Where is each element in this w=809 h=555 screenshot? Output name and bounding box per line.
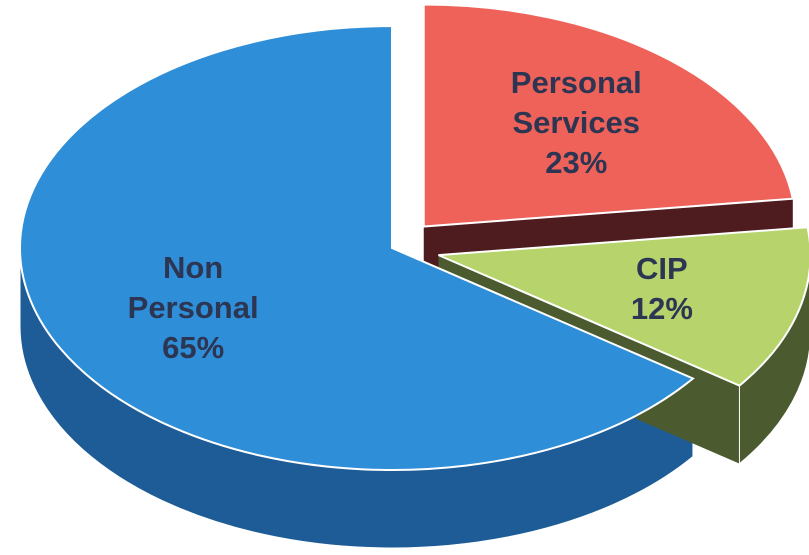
category-label: Personal Services (510, 65, 642, 141)
slice-label: Personal Services 23% (491, 53, 661, 193)
label-box: CIP 12% (577, 219, 747, 359)
value-label: 23% (545, 145, 608, 181)
slice (422, 3, 795, 228)
value-label: 12% (630, 291, 693, 327)
slice-label: CIP 12% (577, 219, 747, 359)
category-label: Non Personal (127, 250, 259, 326)
label-box: Personal Services 23% (491, 53, 661, 193)
value-label: 65% (162, 330, 225, 366)
slice (438, 226, 809, 387)
slice-label: Non Personal 65% (108, 238, 278, 378)
slice (19, 24, 695, 471)
category-label: CIP (636, 251, 688, 287)
label-box: Non Personal 65% (108, 238, 278, 378)
